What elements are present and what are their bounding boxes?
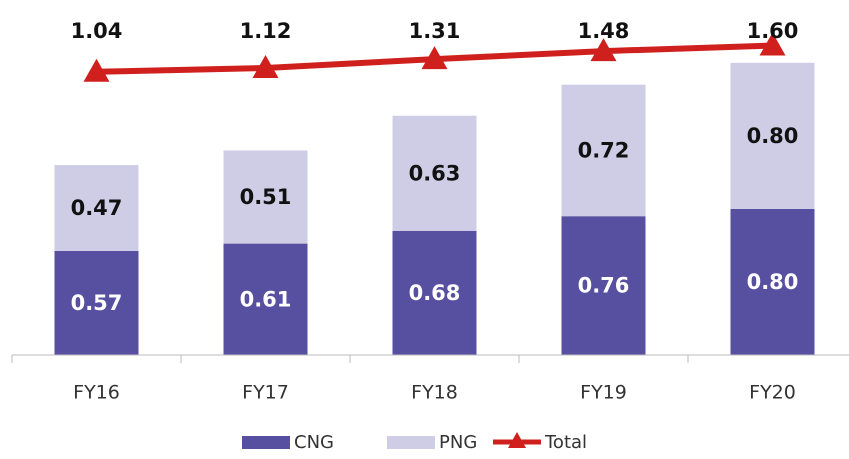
value-label: 0.68 bbox=[409, 281, 461, 305]
marker bbox=[252, 55, 279, 79]
x-tick-label: FY20 bbox=[749, 382, 796, 404]
bar bbox=[730, 62, 815, 209]
total-label: 1.12 bbox=[240, 19, 292, 43]
legend-label: CNG bbox=[294, 432, 334, 453]
bar bbox=[54, 165, 139, 251]
bar bbox=[223, 150, 308, 244]
marker bbox=[759, 32, 786, 56]
marker bbox=[83, 58, 110, 82]
value-label: 0.63 bbox=[409, 161, 461, 185]
legend-label: Total bbox=[544, 432, 587, 453]
value-label: 0.80 bbox=[747, 270, 799, 294]
bar bbox=[54, 250, 139, 355]
value-label: 0.51 bbox=[240, 185, 292, 209]
bar bbox=[392, 230, 477, 355]
legend-label: PNG bbox=[439, 432, 477, 453]
value-label: 0.80 bbox=[747, 124, 799, 148]
bar bbox=[392, 115, 477, 231]
bar bbox=[561, 216, 646, 355]
x-tick-label: FY16 bbox=[73, 382, 120, 404]
total-label: 1.60 bbox=[747, 19, 799, 43]
bar bbox=[730, 208, 815, 355]
bar bbox=[223, 243, 308, 355]
marker bbox=[590, 38, 617, 62]
legend-marker bbox=[508, 432, 526, 448]
value-label: 0.47 bbox=[71, 196, 123, 220]
total-label: 1.48 bbox=[578, 19, 630, 43]
legend-swatch bbox=[242, 436, 290, 449]
x-tick-label: FY19 bbox=[580, 382, 627, 404]
value-label: 0.72 bbox=[578, 138, 630, 162]
value-label: 0.61 bbox=[240, 287, 292, 311]
marker bbox=[421, 46, 448, 70]
value-label: 0.76 bbox=[578, 274, 630, 298]
total-label: 1.31 bbox=[409, 19, 461, 43]
value-label: 0.57 bbox=[71, 291, 123, 315]
bar bbox=[561, 84, 646, 217]
x-tick-label: FY17 bbox=[242, 382, 289, 404]
total-label: 1.04 bbox=[71, 19, 123, 43]
x-tick-label: FY18 bbox=[411, 382, 458, 404]
legend-swatch bbox=[387, 436, 435, 449]
